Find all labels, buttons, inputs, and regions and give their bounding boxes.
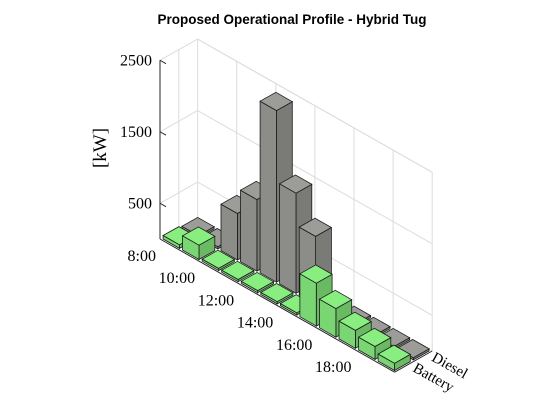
bar-diesel-top (278, 174, 313, 194)
bar-diesel-front (259, 100, 277, 283)
bars-layer (162, 91, 430, 372)
z-tick-label: 1500 (120, 124, 152, 141)
z-tick-label: 2500 (120, 52, 152, 69)
z-tick-mark (159, 131, 167, 136)
bar-battery-top (240, 271, 275, 292)
x-tick-label: 12:00 (198, 292, 234, 309)
grid-line (159, 181, 433, 316)
x-tick-label: 16:00 (276, 337, 312, 354)
bar-battery-top (318, 289, 353, 310)
bar-diesel-front (279, 183, 297, 294)
bar-battery-top (338, 311, 373, 331)
bar-diesel-front (240, 189, 258, 272)
bar-battery-top (201, 249, 236, 269)
x-tick-label: 14:00 (237, 315, 273, 332)
bar-battery-top (357, 327, 392, 347)
y-axis-label: [kW] (90, 128, 111, 168)
bar-diesel-front (220, 203, 238, 261)
grid-line (159, 38, 433, 173)
grid-line (159, 110, 433, 245)
x-tick-label: 18:00 (315, 359, 351, 376)
chart-title: Proposed Operational Profile - Hybrid Tu… (157, 12, 426, 27)
labels-layer: Proposed Operational Profile - Hybrid Tu… (90, 12, 470, 396)
bar-diesel-top (298, 217, 333, 237)
bar-battery-top (259, 283, 294, 303)
bar-battery-top (377, 344, 412, 364)
bar-battery-top (299, 264, 333, 284)
z-tick-mark (159, 59, 167, 65)
x-axis-line (159, 238, 395, 373)
z-tick-label: 500 (128, 195, 152, 212)
bar-battery-top (181, 226, 216, 246)
x-tick-label: 10:00 (159, 270, 195, 287)
y-axis-line (394, 350, 433, 373)
x-tick-label: 8:00 (128, 248, 156, 265)
bar-diesel-top (259, 91, 294, 112)
bar-battery-top (220, 260, 255, 280)
z-tick-mark (159, 202, 167, 208)
